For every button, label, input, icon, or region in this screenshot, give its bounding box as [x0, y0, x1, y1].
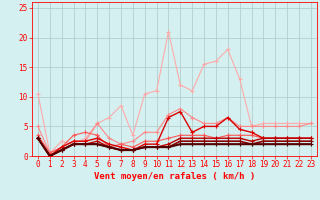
X-axis label: Vent moyen/en rafales ( km/h ): Vent moyen/en rafales ( km/h ) — [94, 172, 255, 181]
